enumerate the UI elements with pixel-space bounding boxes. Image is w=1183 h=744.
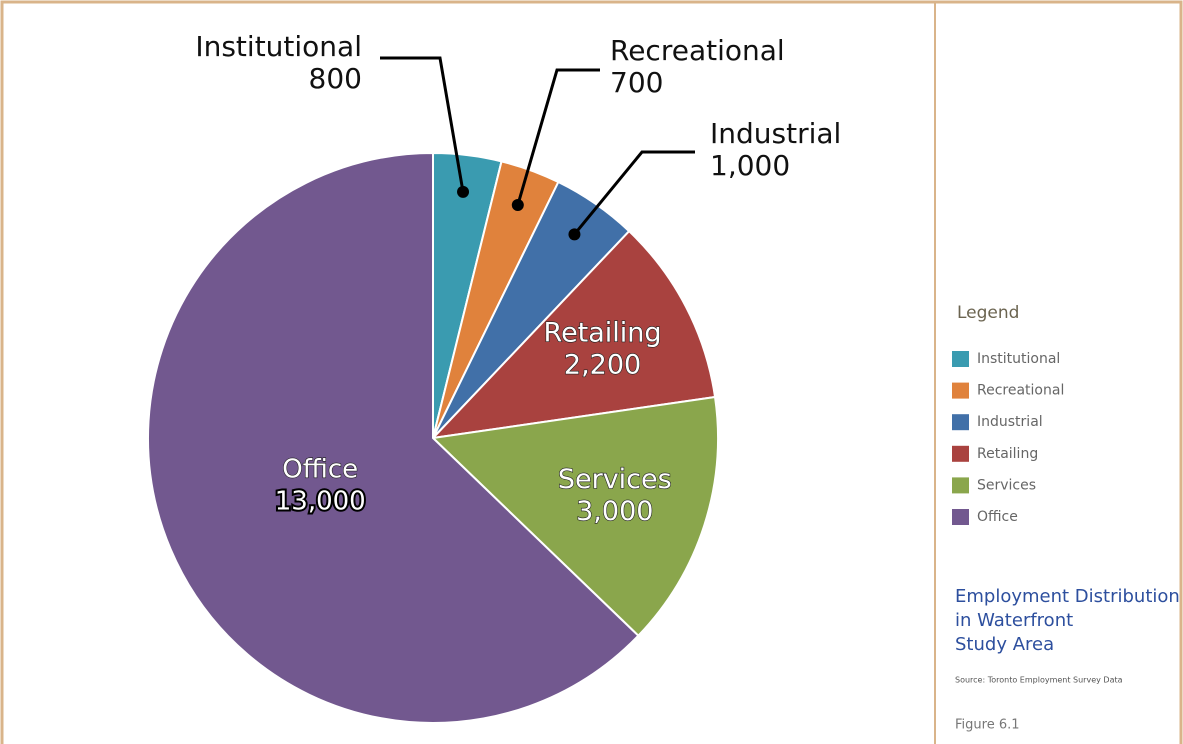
leader-line (573, 150, 695, 236)
legend-label: Recreational (977, 383, 1064, 399)
legend-label: Office (977, 509, 1018, 525)
title: Employment Distribution (955, 586, 1180, 607)
legend-label: Retailing (977, 446, 1038, 462)
slice-value: 700 (610, 66, 663, 99)
legend-title: Legend (957, 303, 1019, 323)
leader-line (380, 56, 465, 193)
pie-slice (430, 229, 717, 440)
leader-dot (568, 228, 581, 241)
slice-value: 3,000 (576, 496, 653, 527)
pie-slice (147, 151, 640, 724)
slice-label: Institutional (195, 30, 362, 63)
slice-label: Services (558, 464, 672, 495)
slice-label: Office (282, 454, 358, 484)
leader-line (516, 68, 600, 206)
pie-slice (430, 395, 719, 638)
legend-swatch (952, 509, 969, 525)
slice-label: Recreational (610, 34, 785, 67)
source: Source: Toronto Employment Survey Data (955, 676, 1123, 685)
legend-swatch (952, 445, 969, 462)
slice-value: 2,200 (564, 350, 641, 381)
title: in Waterfront (955, 610, 1073, 631)
legend-label: Institutional (977, 351, 1060, 367)
leader-dot (457, 185, 470, 198)
leader-dot (511, 199, 524, 212)
legend-swatch (952, 477, 969, 494)
title: Study Area (955, 634, 1054, 655)
legend-label: Industrial (977, 414, 1043, 430)
figure-label: Figure 6.1 (955, 718, 1020, 733)
slice-label: Retailing (544, 318, 662, 349)
slice-value: 800 (309, 62, 362, 95)
slice-value: 1,000 (710, 149, 790, 182)
legend-swatch (952, 414, 969, 431)
legend-label: Services (977, 477, 1036, 493)
slice-value: 13,000 (275, 486, 366, 516)
legend-swatch (952, 382, 969, 399)
slice-label: Industrial (710, 117, 841, 150)
legend-swatch (952, 351, 969, 367)
